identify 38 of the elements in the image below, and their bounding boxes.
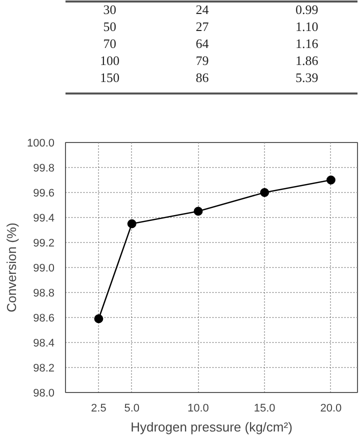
y-tick-label: 100.0 (26, 138, 55, 150)
text: 64 (196, 36, 210, 51)
y-tick-label: 99.8 (33, 162, 55, 174)
text: 150 (100, 70, 120, 85)
text: 27 (196, 19, 210, 34)
x-tick-label: 20.0 (320, 402, 342, 414)
point (194, 206, 203, 216)
y-tick-label: 99.6 (33, 188, 55, 200)
y-tick-label: 99.2 (33, 238, 55, 250)
text: 0.99 (295, 2, 318, 17)
point (326, 176, 336, 184)
text: 50 (103, 19, 116, 34)
point (260, 188, 270, 197)
text: 1.86 (295, 53, 319, 68)
point (94, 314, 104, 324)
text: 1.10 (295, 19, 318, 34)
text: 30 (103, 2, 116, 17)
text: 70 (103, 36, 116, 51)
y-tick-label: 98.4 (33, 338, 55, 350)
text: 86 (196, 70, 210, 85)
y-tick-label: 99.0 (33, 262, 55, 274)
text: 5.39 (295, 70, 318, 85)
x-tick-label: 2.5 (91, 402, 106, 414)
x-tick-label: 15.0 (254, 402, 276, 414)
y-axis-title: Conversion (%) (4, 222, 19, 312)
y-tick-label: 98.2 (33, 362, 55, 374)
point (127, 219, 136, 228)
x-tick-label: 5.0 (124, 402, 140, 414)
text: 79 (196, 53, 209, 68)
text: 24 (196, 2, 210, 17)
text: 1.16 (295, 36, 319, 51)
y-tick-label: 98.8 (33, 288, 55, 300)
y-tick-label: 98.6 (33, 312, 55, 324)
y-tick-label: 98.0 (33, 388, 55, 400)
y-tick-label: 99.4 (33, 212, 55, 224)
x-tick-label: 10.0 (188, 402, 209, 414)
x-axis-title: Hydrogen pressure (kg/cm²) (130, 420, 292, 434)
text: 100 (100, 53, 120, 68)
